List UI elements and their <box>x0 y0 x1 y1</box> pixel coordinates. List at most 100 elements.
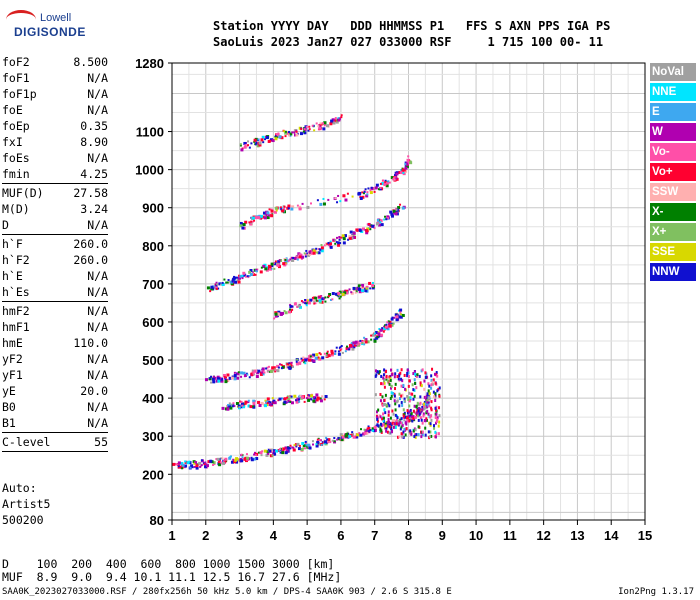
echo-point <box>258 143 262 147</box>
echo-point <box>393 392 396 396</box>
echo-point <box>273 262 277 266</box>
echo-point <box>204 378 208 382</box>
echo-point <box>267 214 270 217</box>
echo-point <box>252 405 255 408</box>
echo-point <box>369 228 372 231</box>
echo-point <box>339 346 342 349</box>
echo-point <box>303 131 307 135</box>
echo-point <box>270 208 273 211</box>
echo-point <box>383 183 387 187</box>
echo-point <box>318 126 322 130</box>
echo-point <box>360 428 363 431</box>
echo-point <box>283 205 286 208</box>
echo-point <box>333 119 337 123</box>
echo-point <box>284 262 287 265</box>
echo-point <box>400 432 403 436</box>
echo-point <box>402 414 405 418</box>
echo-point <box>217 379 221 383</box>
echo-point <box>210 285 214 289</box>
echo-point <box>409 429 412 433</box>
echo-point <box>385 184 389 188</box>
echo-point <box>289 447 292 450</box>
echo-point <box>405 162 409 166</box>
echo-point <box>280 136 284 140</box>
echo-point <box>414 428 417 432</box>
echo-point <box>384 179 387 182</box>
echo-point <box>258 141 262 145</box>
echo-point <box>371 281 374 284</box>
echo-point <box>376 417 379 421</box>
echo-point <box>284 311 288 315</box>
echo-point <box>244 373 247 376</box>
echo-point <box>312 399 316 403</box>
echo-point <box>427 412 430 416</box>
echo-point <box>176 463 179 466</box>
echo-point <box>274 137 278 141</box>
echo-point <box>278 397 282 401</box>
param-value: 8.90 <box>80 135 108 149</box>
echo-point <box>393 422 396 426</box>
echo-point <box>226 373 230 377</box>
echo-point <box>376 423 379 426</box>
echo-point <box>430 386 433 390</box>
echo-point <box>320 246 324 250</box>
echo-point <box>340 345 343 348</box>
echo-point <box>259 214 263 218</box>
echo-point <box>363 431 367 435</box>
echo-point <box>287 310 291 314</box>
echo-point <box>273 401 277 405</box>
echo-point <box>275 209 278 212</box>
echo-point <box>350 236 354 240</box>
echo-point <box>313 300 316 303</box>
echo-point <box>281 365 285 369</box>
echo-point <box>397 206 401 210</box>
echo-point <box>212 375 215 378</box>
echo-point <box>238 274 241 277</box>
echo-point <box>285 259 289 263</box>
echo-point <box>430 374 433 378</box>
echo-point <box>287 207 290 210</box>
echo-point <box>229 406 233 410</box>
x-tick-label: 8 <box>405 528 412 543</box>
echo-point <box>335 120 339 124</box>
param-row: fxI 8.90 <box>2 134 108 150</box>
echo-point <box>430 408 433 412</box>
echo-point <box>256 144 260 148</box>
echo-point <box>334 239 337 242</box>
echo-point <box>315 247 318 250</box>
echo-point <box>260 266 263 269</box>
echo-point <box>386 379 389 383</box>
echo-point <box>334 292 338 296</box>
echo-point <box>186 461 190 465</box>
echo-point <box>406 411 409 415</box>
echo-point <box>334 350 337 353</box>
echo-point <box>348 348 351 351</box>
distance-row: D 100 200 400 600 800 1000 1500 3000 [km… <box>2 557 335 571</box>
echo-point <box>203 463 206 466</box>
echo-point <box>353 346 356 349</box>
echo-point <box>404 387 407 391</box>
echo-point <box>406 395 409 399</box>
echo-point <box>266 216 270 220</box>
echo-point <box>275 135 279 139</box>
echo-point <box>395 418 398 422</box>
echo-point <box>353 343 356 346</box>
echo-point <box>339 433 343 437</box>
x-tick-label: 14 <box>604 528 619 543</box>
echo-point <box>390 391 393 395</box>
echo-point <box>412 409 415 413</box>
echo-point <box>335 236 338 239</box>
echo-point <box>409 417 412 420</box>
echo-point <box>363 336 366 339</box>
echo-point <box>361 227 365 231</box>
echo-point <box>427 401 430 404</box>
echo-point <box>393 375 396 379</box>
echo-point <box>371 427 375 431</box>
echo-point <box>303 361 306 364</box>
echo-point <box>423 387 426 391</box>
echo-point <box>411 419 414 423</box>
echo-point <box>401 434 404 438</box>
param-value: 110.0 <box>73 336 108 350</box>
echo-point <box>367 425 370 428</box>
echo-point <box>297 447 301 451</box>
